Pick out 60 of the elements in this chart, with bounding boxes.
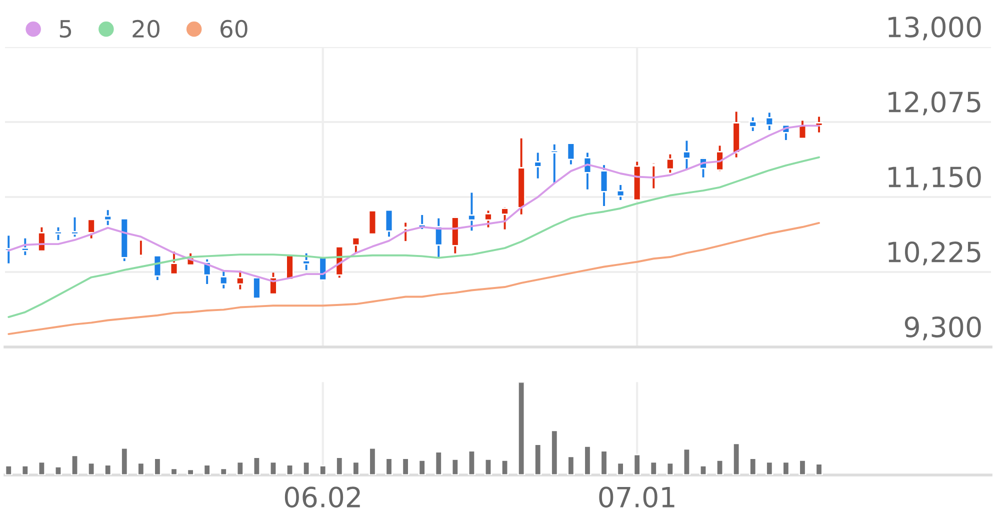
bar <box>451 458 459 475</box>
bar <box>203 464 211 475</box>
legend-label: 60 <box>220 20 248 38</box>
bar <box>70 454 79 475</box>
bar <box>815 463 823 475</box>
x-tick-label: 07.01 <box>599 486 674 508</box>
bar <box>766 461 774 475</box>
bar <box>104 464 112 475</box>
bar <box>385 458 393 475</box>
bar <box>732 442 740 475</box>
bar <box>186 468 194 475</box>
bar <box>286 464 294 475</box>
y-tick-label: 12,075 <box>888 91 980 116</box>
bar <box>534 444 542 475</box>
bar <box>302 461 310 475</box>
bar <box>137 462 145 475</box>
bar <box>21 465 29 475</box>
bar <box>220 468 228 475</box>
bar <box>319 465 327 475</box>
bar <box>650 461 658 475</box>
legend-label: 5 <box>60 20 72 38</box>
bar <box>120 447 128 475</box>
bar <box>87 462 96 475</box>
bar <box>484 458 492 475</box>
bar <box>252 456 261 475</box>
bar <box>782 461 790 475</box>
bar <box>749 458 757 475</box>
bar <box>600 450 608 475</box>
bar <box>567 456 575 475</box>
bar <box>4 465 12 475</box>
bar <box>269 461 278 475</box>
bar <box>468 450 476 475</box>
bar <box>584 445 592 475</box>
y-tick-label: 11,150 <box>888 166 981 190</box>
bar <box>38 461 46 475</box>
bar <box>666 462 674 475</box>
bar <box>402 458 410 475</box>
y-tick-label: 13,000 <box>888 16 981 40</box>
bar <box>352 461 360 475</box>
bar <box>682 448 691 475</box>
bar <box>434 451 442 475</box>
bar <box>716 459 724 475</box>
x-tick-label: 06.02 <box>284 486 360 508</box>
bar <box>336 456 344 475</box>
bar <box>154 458 162 475</box>
bar <box>517 382 526 475</box>
bar <box>170 468 178 475</box>
legend-label: 20 <box>132 20 160 38</box>
bar <box>54 466 62 475</box>
bar <box>798 459 806 475</box>
y-tick-label: 10,225 <box>888 241 980 266</box>
bar <box>500 459 509 475</box>
bar <box>236 461 244 475</box>
bar <box>633 454 641 475</box>
bar <box>699 465 708 475</box>
bar <box>616 462 624 475</box>
bar <box>550 430 558 475</box>
y-tick-label: 9,300 <box>904 316 981 340</box>
bar <box>368 447 376 475</box>
bar <box>418 459 426 475</box>
